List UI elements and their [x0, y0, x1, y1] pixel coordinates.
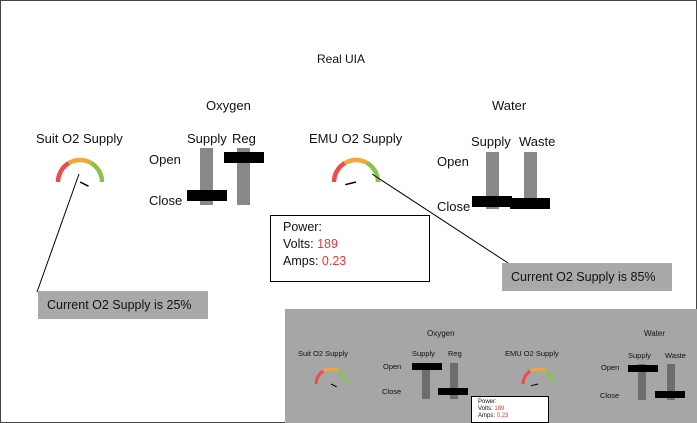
- oxygen-reg-label: Reg: [232, 131, 256, 146]
- preview-oxygen-close-label: Close: [382, 387, 402, 396]
- volts-value: 189: [317, 237, 338, 251]
- water-waste-valve-track[interactable]: [524, 152, 537, 209]
- preview-volts-row: Volts: 189: [478, 406, 548, 413]
- gauge-arc-orange: [529, 367, 546, 373]
- preview-oxygen-heading: Oxygen: [427, 329, 455, 338]
- gauge-arc-green: [89, 160, 105, 183]
- gauge-needle: [530, 383, 539, 387]
- preview-oxygen-supply-label: Supply: [412, 349, 435, 358]
- emu-o2-leader-line: [371, 173, 509, 264]
- preview-oxygen-supply-handle: [412, 363, 442, 370]
- suit-o2-leader-line: [36, 173, 80, 293]
- preview-oxygen-reg-label: Reg: [448, 349, 462, 358]
- gauge-arc-red: [521, 369, 532, 385]
- preview-amps-label: Amps:: [478, 413, 496, 419]
- emu-o2-callout: Current O2 Supply is 85%: [502, 263, 672, 291]
- water-waste-valve-handle[interactable]: [510, 198, 550, 209]
- suit-o2-callout: Current O2 Supply is 25%: [38, 291, 208, 319]
- water-open-label: Open: [437, 154, 469, 169]
- water-supply-valve-track[interactable]: [486, 152, 499, 209]
- preview-water-waste-track: [667, 364, 675, 400]
- amps-row: Amps: 0.23: [283, 253, 429, 270]
- preview-panel: Oxygen Water Suit O2 Supply Supply Reg O…: [285, 309, 697, 423]
- volts-label: Volts:: [283, 237, 314, 251]
- preview-water-supply-track: [638, 364, 646, 400]
- power-heading: Power:: [283, 220, 322, 234]
- oxygen-heading: Oxygen: [206, 98, 251, 113]
- suit-o2-gauge: [55, 157, 105, 187]
- preview-water-waste-handle: [655, 391, 685, 398]
- preview-water-heading: Water: [644, 329, 666, 338]
- water-close-label: Close: [437, 199, 471, 214]
- oxygen-supply-valve-handle[interactable]: [187, 190, 227, 201]
- volts-row: Volts: 189: [283, 236, 429, 253]
- gauge-arc-orange: [343, 157, 368, 166]
- emu-o2-gauge: [331, 157, 381, 186]
- gauge-needle: [345, 181, 357, 186]
- gauge-arc-red: [55, 161, 71, 183]
- preview-power-box: Power: Volts: 189 Amps: 0.23: [471, 396, 549, 423]
- gauge-arc-green: [337, 369, 348, 385]
- gauge-arc-red: [331, 161, 347, 183]
- preview-water-close-label: Close: [600, 391, 620, 400]
- preview-water-waste-label: Waste: [665, 351, 686, 360]
- preview-water-open-label: Open: [601, 363, 620, 372]
- preview-emu-o2-gauge: [521, 367, 555, 387]
- gauge-arc-red: [314, 369, 325, 385]
- preview-oxygen-supply-track: [422, 363, 430, 399]
- oxygen-supply-label: Supply: [187, 131, 227, 146]
- gauge-arc-orange: [322, 367, 339, 373]
- preview-amps-value: 0.23: [496, 413, 509, 419]
- gauge-arc-orange: [67, 157, 92, 166]
- preview-water-supply-label: Supply: [628, 351, 651, 360]
- preview-oxygen-open-label: Open: [383, 362, 402, 371]
- oxygen-close-label: Close: [149, 193, 183, 208]
- power-box: Power: Volts: 189 Amps: 0.23: [270, 215, 430, 282]
- preview-power-heading: Power:: [478, 399, 497, 405]
- preview-volts-value: 189: [494, 406, 505, 412]
- preview-amps-row: Amps: 0.23: [478, 413, 548, 420]
- water-supply-label: Supply: [471, 134, 511, 149]
- preview-oxygen-reg-track: [450, 363, 458, 399]
- preview-suit-o2-label: Suit O2 Supply: [298, 349, 349, 358]
- water-supply-valve-handle[interactable]: [472, 196, 512, 207]
- water-heading: Water: [492, 98, 527, 113]
- preview-volts-label: Volts:: [478, 406, 493, 412]
- oxygen-open-label: Open: [149, 152, 181, 167]
- water-waste-label: Waste: [519, 134, 556, 149]
- amps-label: Amps:: [283, 254, 319, 268]
- gauge-needle: [330, 383, 337, 388]
- suit-o2-label: Suit O2 Supply: [36, 131, 123, 146]
- preview-oxygen-reg-handle: [438, 388, 468, 395]
- oxygen-reg-valve-handle[interactable]: [224, 152, 264, 163]
- preview-suit-o2-gauge: [314, 367, 348, 388]
- emu-o2-label: EMU O2 Supply: [309, 131, 403, 146]
- gauge-arc-green: [544, 369, 555, 385]
- amps-value: 0.23: [321, 254, 347, 268]
- gauge-needle: [79, 181, 89, 187]
- gauge-arc-green: [365, 160, 381, 183]
- page-title: Real UIA: [317, 52, 366, 66]
- preview-emu-o2-label: EMU O2 Supply: [505, 349, 559, 358]
- preview-water-supply-handle: [628, 365, 658, 372]
